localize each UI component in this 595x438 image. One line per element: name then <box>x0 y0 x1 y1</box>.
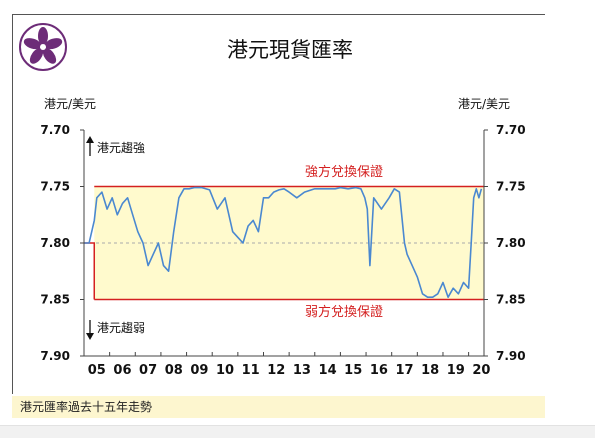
y-tick-label-right: 7.85 <box>496 293 526 307</box>
y-tick-label-left: 7.70 <box>40 123 70 137</box>
y-tick-label-right: 7.80 <box>496 236 526 250</box>
x-tick-label: 13 <box>293 363 311 378</box>
x-tick-label: 17 <box>395 363 413 378</box>
y-tick-label-left: 7.85 <box>40 293 70 307</box>
pre-guarantee-line <box>84 242 96 300</box>
x-tick-label: 12 <box>267 363 285 378</box>
x-tick-label: 08 <box>165 363 183 378</box>
bottom-band <box>0 425 595 438</box>
bauhinia-flower-icon <box>19 23 67 71</box>
y-tick-label-right: 7.75 <box>496 180 526 194</box>
strong-annotation: 港元趨強 <box>97 141 145 155</box>
weak-side-label: 弱方兌換保證 <box>305 304 383 320</box>
y-tick-label-right: 7.70 <box>496 123 526 137</box>
x-tick-label: 11 <box>242 363 260 378</box>
x-tick-label: 15 <box>344 363 362 378</box>
y-tick-label-right: 7.90 <box>496 349 526 363</box>
up-arrow-icon <box>86 136 94 156</box>
x-tick-label: 06 <box>113 363 131 378</box>
figure-frame <box>12 14 545 394</box>
x-tick-label: 18 <box>421 363 439 378</box>
x-tick-label: 09 <box>190 363 208 378</box>
x-tick-label: 14 <box>319 363 337 378</box>
y-tick-label-left: 7.80 <box>40 236 70 250</box>
x-tick-label: 16 <box>370 363 388 378</box>
y-tick-label-left: 7.75 <box>40 180 70 194</box>
exchange-rate-chart: 7.70 7.75 7.80 7.85 7.90 7.70 7.75 7.80 7.85 7.90… <box>40 97 526 378</box>
x-tick-label: 19 <box>447 363 465 378</box>
caption-bar: 港元匯率過去十五年走勢 <box>12 396 545 418</box>
hkd-spot-rate-series <box>84 186 483 299</box>
x-tick-label: 10 <box>216 363 234 378</box>
y-tick-label-left: 7.90 <box>40 349 70 363</box>
x-tick-label: 20 <box>472 363 490 378</box>
down-arrow-icon <box>86 320 94 340</box>
weak-annotation: 港元趨弱 <box>97 321 145 335</box>
y-axis-label-left: 港元/美元 <box>44 97 96 111</box>
page-title: 港元現貨匯率 <box>227 38 353 62</box>
y-axis-label-right: 港元/美元 <box>458 97 510 111</box>
x-tick-label: 07 <box>139 363 157 378</box>
strong-side-label: 強方兌換保證 <box>305 164 383 180</box>
x-tick-label: 05 <box>88 363 106 378</box>
